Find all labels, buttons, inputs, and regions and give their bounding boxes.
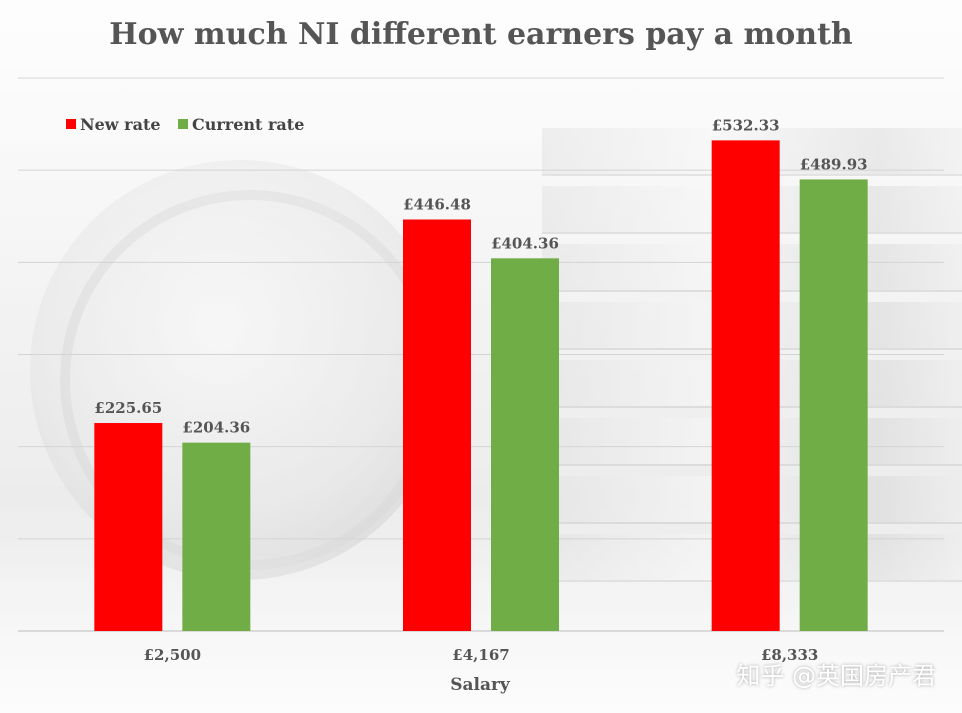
x-tick-label: £4,167: [452, 646, 509, 664]
x-tick-label: £2,500: [144, 646, 201, 664]
legend-label-current-rate: Current rate: [192, 115, 304, 134]
x-tick-label: £8,333: [761, 646, 818, 664]
bar-new-rate-0: [94, 423, 163, 631]
legend: New rate Current rate: [66, 115, 304, 134]
data-label: £489.93: [800, 155, 868, 173]
x-axis-title: Salary: [450, 675, 511, 695]
gridlines: [18, 77, 944, 632]
bar-current-rate-0: [182, 442, 251, 631]
bar-series: [94, 140, 868, 631]
bar-new-rate-1: [403, 219, 471, 631]
data-label: £404.36: [491, 234, 559, 252]
legend-label-new-rate: New rate: [80, 115, 161, 134]
bar-current-rate-2: [799, 179, 868, 631]
bar-current-rate-1: [491, 258, 559, 631]
x-axis-ticks: £2,500 £4,167 £8,333: [144, 646, 819, 664]
legend-swatch-current-rate: [178, 119, 188, 129]
chart-title: How much NI different earners pay a mont…: [109, 17, 853, 52]
data-label: £204.36: [182, 419, 250, 437]
data-label: £446.48: [403, 195, 471, 213]
legend-swatch-new-rate: [66, 119, 76, 129]
data-label: £225.65: [94, 399, 162, 417]
watermark-text: 知乎 @英国房产君: [736, 662, 936, 690]
bar-new-rate-2: [711, 140, 780, 631]
data-label: £532.33: [712, 116, 780, 134]
data-labels: £225.65 £204.36 £446.48 £404.36 £532.33 £489.…: [94, 116, 867, 436]
